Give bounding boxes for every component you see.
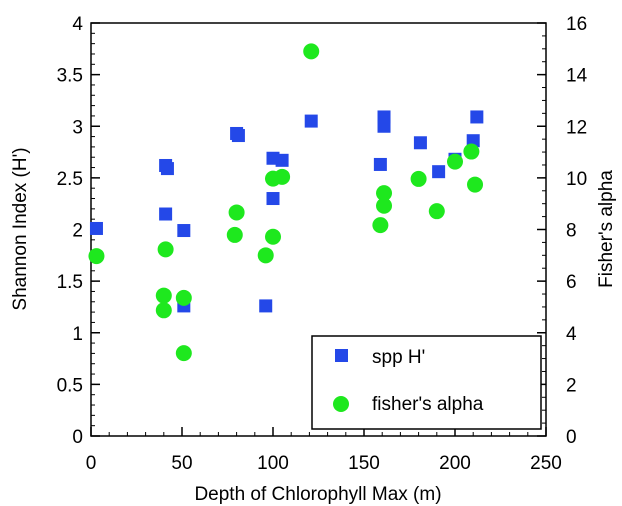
point-fishers-alpha [274, 168, 291, 185]
point-spp-h [177, 224, 191, 238]
point-fishers-alpha [265, 228, 281, 245]
point-fishers-alpha [257, 247, 274, 264]
x-axis: 0 50 100 150 200 250 [86, 427, 562, 474]
x-tick-label: 0 [86, 453, 97, 474]
right-tick-label: 2 [566, 375, 577, 396]
left-tick-label: 0.5 [57, 375, 83, 396]
right-tick-label: 6 [566, 272, 577, 293]
legend-box [311, 335, 542, 430]
point-fishers-alpha [463, 143, 480, 160]
left-axis: 0 0.5 1 1.5 2 2.5 3 3.5 4 [57, 14, 100, 448]
point-fishers-alpha [88, 248, 105, 265]
point-spp-h [266, 192, 280, 206]
left-tick-label: 1 [72, 324, 83, 345]
point-fishers-alpha [376, 185, 393, 202]
point-spp-h [159, 207, 173, 221]
point-fishers-alpha [175, 289, 192, 306]
x-tick-label: 100 [257, 453, 289, 474]
point-fishers-alpha [467, 176, 484, 193]
point-fishers-alpha [447, 153, 463, 170]
right-tick-label: 16 [566, 14, 587, 35]
right-tick-label: 4 [566, 324, 577, 345]
point-spp-h [470, 110, 484, 124]
point-spp-h [89, 221, 103, 235]
point-spp-h [304, 114, 318, 128]
point-fishers-alpha [155, 302, 172, 319]
x-tick-label: 150 [348, 453, 380, 474]
point-spp-h [160, 162, 174, 176]
point-spp-h [413, 136, 427, 150]
point-fishers-alpha [428, 203, 445, 220]
point-spp-h [259, 299, 273, 313]
right-tick-label: 8 [566, 221, 577, 242]
left-tick-label: 3.5 [57, 66, 83, 87]
right-tick-label: 10 [566, 169, 587, 190]
x-tick-label: 250 [530, 453, 562, 474]
point-fishers-alpha [410, 170, 427, 187]
left-tick-label: 1.5 [57, 272, 83, 293]
legend-marker-spp [335, 349, 348, 362]
legend-label-spp: spp H' [372, 347, 425, 368]
point-fishers-alpha [303, 43, 320, 60]
point-spp-h [432, 165, 446, 179]
point-fishers-alpha [155, 287, 172, 304]
legend-label-fisher: fisher's alpha [372, 394, 484, 415]
data-marks [88, 43, 484, 362]
left-tick-label: 0 [72, 427, 83, 448]
legend: spp H' fisher's alpha [311, 335, 542, 430]
point-fishers-alpha [157, 241, 174, 258]
right-tick-label: 0 [566, 427, 577, 448]
point-fishers-alpha [372, 217, 389, 234]
point-spp-h [373, 157, 387, 171]
left-tick-label: 2.5 [57, 169, 83, 190]
y-axis-title: Shannon Index (H') [10, 147, 31, 310]
right-axis: 0 2 4 6 8 10 12 14 16 [537, 14, 588, 448]
x-tick-label: 200 [439, 453, 471, 474]
legend-marker-fisher [333, 396, 349, 412]
point-fishers-alpha [376, 197, 393, 214]
point-fishers-alpha [226, 226, 243, 243]
x-axis-title: Depth of Chlorophyll Max (m) [194, 484, 441, 505]
x-tick-label: 50 [171, 453, 192, 474]
right-tick-label: 14 [566, 66, 588, 87]
y2-axis-title: Fisher's alpha [596, 170, 617, 288]
point-spp-h [377, 119, 391, 133]
point-spp-h [275, 153, 289, 167]
point-fishers-alpha [228, 204, 245, 221]
right-tick-label: 12 [566, 117, 587, 138]
point-spp-h [231, 129, 245, 143]
point-fishers-alpha [175, 345, 192, 362]
left-tick-label: 2 [72, 221, 83, 242]
left-tick-label: 3 [72, 117, 83, 138]
left-tick-label: 4 [72, 14, 83, 35]
